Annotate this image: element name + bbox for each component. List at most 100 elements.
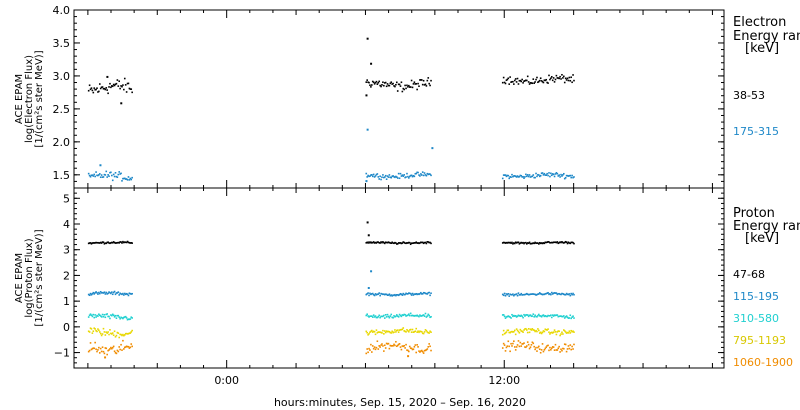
- data-point: [563, 343, 566, 346]
- data-point: [406, 349, 408, 351]
- data-point: [384, 241, 387, 244]
- data-point: [379, 331, 381, 333]
- data-point: [411, 86, 414, 89]
- data-point: [98, 346, 100, 349]
- data-point: [540, 80, 543, 82]
- data-point: [521, 315, 523, 318]
- data-point: [565, 79, 568, 81]
- data-point: [94, 314, 96, 316]
- data-point: [395, 294, 397, 297]
- data-point: [430, 349, 432, 352]
- data-point: [91, 89, 94, 92]
- data-point: [570, 76, 573, 79]
- data-point: [88, 174, 91, 177]
- data-point: [367, 234, 370, 237]
- data-point: [526, 314, 529, 316]
- data-point: [509, 316, 511, 318]
- data-point: [97, 315, 99, 317]
- data-point: [430, 292, 432, 295]
- data-point: [119, 348, 121, 351]
- data-point: [536, 350, 538, 352]
- data-point: [391, 83, 393, 85]
- data-point: [104, 347, 107, 349]
- data-point: [398, 313, 401, 316]
- data-point: [111, 333, 113, 335]
- data-point: [379, 84, 381, 87]
- data-point: [541, 172, 544, 174]
- data-point: [93, 87, 96, 89]
- data-point: [522, 241, 524, 244]
- data-point: [399, 292, 402, 295]
- data-point: [501, 81, 504, 84]
- data-point: [542, 81, 545, 84]
- data-point: [415, 315, 418, 317]
- data-point: [128, 87, 131, 90]
- data-point: [566, 242, 569, 245]
- data-point: [557, 175, 560, 177]
- data-point: [90, 174, 93, 177]
- data-point: [408, 314, 411, 317]
- data-point: [514, 349, 517, 351]
- data-point: [537, 314, 539, 317]
- data-point: [375, 329, 378, 331]
- data-point: [567, 317, 570, 319]
- data-point: [510, 242, 512, 244]
- data-point: [566, 293, 569, 296]
- data-point: [115, 242, 118, 244]
- data-point: [380, 331, 382, 334]
- data-point: [526, 242, 529, 244]
- data-point: [542, 293, 545, 296]
- data-point: [382, 315, 384, 318]
- data-point: [127, 294, 130, 297]
- data-point: [532, 242, 535, 244]
- data-point: [557, 347, 560, 350]
- data-point: [423, 241, 426, 244]
- data-point: [397, 294, 400, 297]
- data-point: [544, 347, 547, 350]
- data-point: [522, 331, 524, 333]
- data-point: [391, 316, 393, 319]
- data-point: [568, 317, 571, 319]
- data-point: [110, 314, 112, 316]
- data-point: [113, 350, 116, 353]
- data-point: [563, 172, 565, 175]
- data-point: [417, 315, 419, 317]
- data-point: [542, 242, 545, 244]
- data-point: [394, 85, 396, 88]
- data-point: [569, 242, 572, 245]
- series-795-1193: [87, 327, 575, 339]
- data-point: [503, 241, 506, 244]
- data-point: [411, 175, 414, 178]
- data-point: [95, 348, 97, 351]
- data-point: [365, 314, 368, 317]
- data-point: [504, 82, 507, 85]
- data-point: [502, 342, 505, 345]
- data-point: [375, 173, 378, 176]
- data-point: [108, 175, 110, 178]
- data-point: [418, 350, 420, 352]
- data-point: [512, 80, 514, 83]
- data-point: [124, 315, 127, 318]
- data-point: [392, 82, 394, 85]
- data-point: [551, 241, 554, 244]
- data-point: [388, 293, 391, 296]
- data-point: [548, 74, 550, 77]
- data-point: [567, 293, 570, 296]
- data-point: [97, 91, 99, 93]
- data-point: [374, 81, 377, 84]
- data-point: [524, 79, 526, 82]
- data-point: [507, 292, 510, 295]
- data-point: [126, 82, 129, 85]
- legend-entry: 1060-1900: [733, 356, 793, 369]
- data-point: [92, 313, 95, 316]
- data-point: [92, 91, 95, 94]
- data-point: [533, 293, 535, 296]
- data-point: [383, 317, 386, 319]
- data-point: [411, 328, 414, 331]
- data-point: [540, 349, 543, 351]
- data-point: [106, 332, 108, 334]
- data-point: [418, 174, 420, 176]
- data-point: [373, 330, 376, 333]
- data-point: [105, 291, 108, 294]
- data-point: [555, 333, 558, 336]
